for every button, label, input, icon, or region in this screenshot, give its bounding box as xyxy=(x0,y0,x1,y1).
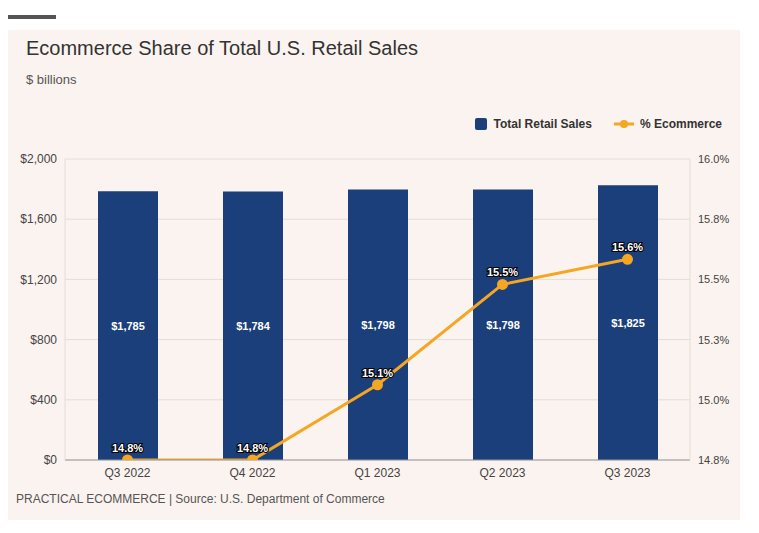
svg-text:Q1 2023: Q1 2023 xyxy=(354,466,400,480)
svg-text:Q2 2023: Q2 2023 xyxy=(479,466,525,480)
svg-text:$1,825: $1,825 xyxy=(611,317,645,329)
svg-text:$0: $0 xyxy=(44,453,58,467)
svg-text:$1,785: $1,785 xyxy=(111,320,145,332)
svg-text:$400: $400 xyxy=(30,393,57,407)
svg-text:$1,200: $1,200 xyxy=(20,273,57,287)
html-text:Total Retail Sales: Total Retail Sales xyxy=(493,117,592,131)
svg-text:$1,600: $1,600 xyxy=(20,212,57,226)
svg-text:14.8%: 14.8% xyxy=(237,442,268,454)
svg-text:$1,798: $1,798 xyxy=(361,319,395,331)
svg-text:15.3%: 15.3% xyxy=(698,334,729,346)
svg-text:16.0%: 16.0% xyxy=(698,153,729,165)
svg-text:$1,798: $1,798 xyxy=(486,319,520,331)
svg-text:14.8%: 14.8% xyxy=(698,454,729,466)
html-text:$ billions: $ billions xyxy=(26,72,77,87)
svg-text:15.0%: 15.0% xyxy=(698,394,729,406)
svg-text:15.5%: 15.5% xyxy=(698,273,729,285)
svg-text:14.8%: 14.8% xyxy=(112,442,143,454)
svg-text:Q3 2022: Q3 2022 xyxy=(104,466,150,480)
svg-text:Q3 2023: Q3 2023 xyxy=(604,466,650,480)
html-text:% Ecommerce: % Ecommerce xyxy=(640,117,722,131)
svg-text:$2,000: $2,000 xyxy=(20,152,57,166)
svg-text:15.8%: 15.8% xyxy=(698,213,729,225)
svg-text:15.6%: 15.6% xyxy=(612,241,643,253)
html-text:Ecommerce Share of Total U.S.: Ecommerce Share of Total U.S. Retail Sal… xyxy=(26,37,418,59)
svg-text:$800: $800 xyxy=(30,333,57,347)
svg-text:$1,784: $1,784 xyxy=(236,320,271,332)
html-text:PRACTICAL ECOMMERCE | Source:: PRACTICAL ECOMMERCE | Source: U.S. Depar… xyxy=(16,492,385,506)
svg-text:15.5%: 15.5% xyxy=(487,266,518,278)
svg-text:Q4 2022: Q4 2022 xyxy=(229,466,275,480)
svg-text:15.1%: 15.1% xyxy=(362,367,393,379)
